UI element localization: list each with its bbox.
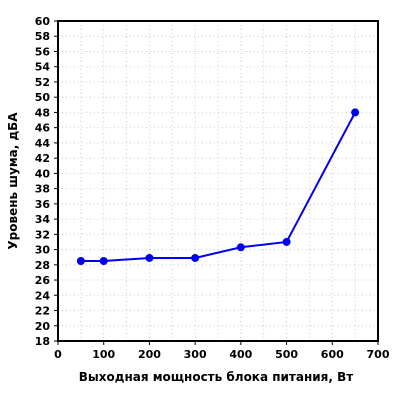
data-point bbox=[236, 243, 245, 252]
y-tick-label: 54 bbox=[35, 61, 51, 74]
y-tick-label: 30 bbox=[35, 244, 51, 257]
x-tick-label: 500 bbox=[275, 348, 298, 361]
data-point bbox=[145, 253, 154, 262]
y-axis-title: Уровень шума, дБА bbox=[6, 112, 20, 250]
x-tick-label: 400 bbox=[229, 348, 252, 361]
x-tick-label: 200 bbox=[138, 348, 161, 361]
x-axis-title: Выходная мощность блока питания, Вт bbox=[79, 370, 354, 384]
y-tick-label: 60 bbox=[35, 15, 51, 28]
y-tick-label: 44 bbox=[35, 137, 51, 150]
y-tick-label: 36 bbox=[35, 198, 51, 211]
y-tick-label: 26 bbox=[35, 274, 51, 287]
y-tick-label: 28 bbox=[35, 259, 50, 272]
y-tick-label: 50 bbox=[35, 91, 51, 104]
y-tick-label: 58 bbox=[35, 30, 50, 43]
grid bbox=[58, 21, 378, 341]
x-tick-label: 0 bbox=[54, 348, 62, 361]
data-point bbox=[282, 237, 291, 246]
y-tick-label: 32 bbox=[35, 228, 50, 241]
x-tick-label: 700 bbox=[367, 348, 390, 361]
y-tick-label: 34 bbox=[35, 213, 51, 226]
x-tick-label: 100 bbox=[92, 348, 115, 361]
data-point bbox=[99, 257, 108, 265]
y-tick-label: 20 bbox=[35, 320, 51, 333]
y-tick-label: 52 bbox=[35, 76, 50, 89]
data-point bbox=[191, 253, 200, 262]
y-tick-label: 18 bbox=[35, 335, 50, 348]
plot-frame bbox=[57, 20, 379, 342]
data-point bbox=[351, 108, 360, 117]
data-point bbox=[76, 257, 85, 265]
y-tick-label: 22 bbox=[35, 305, 50, 318]
series bbox=[76, 108, 360, 265]
y-tick-label: 48 bbox=[35, 106, 50, 119]
y-tick-label: 24 bbox=[35, 289, 51, 302]
y-tick-label: 42 bbox=[35, 152, 50, 165]
y-tick-label: 56 bbox=[35, 45, 51, 58]
x-tick-label: 300 bbox=[184, 348, 207, 361]
y-tick-label: 46 bbox=[35, 122, 51, 135]
y-axis-ticks: 18 20 22 24 26 28 30 32 34 36 38 40 42 44 46 48 50 52 54 56… bbox=[35, 15, 58, 348]
y-tick-label: 38 bbox=[35, 183, 50, 196]
y-tick-label: 40 bbox=[35, 167, 51, 180]
series-line bbox=[80, 111, 357, 262]
x-tick-label: 600 bbox=[321, 348, 344, 361]
x-axis-ticks: 0 100 200 300 400 500 600 700 bbox=[54, 341, 390, 361]
